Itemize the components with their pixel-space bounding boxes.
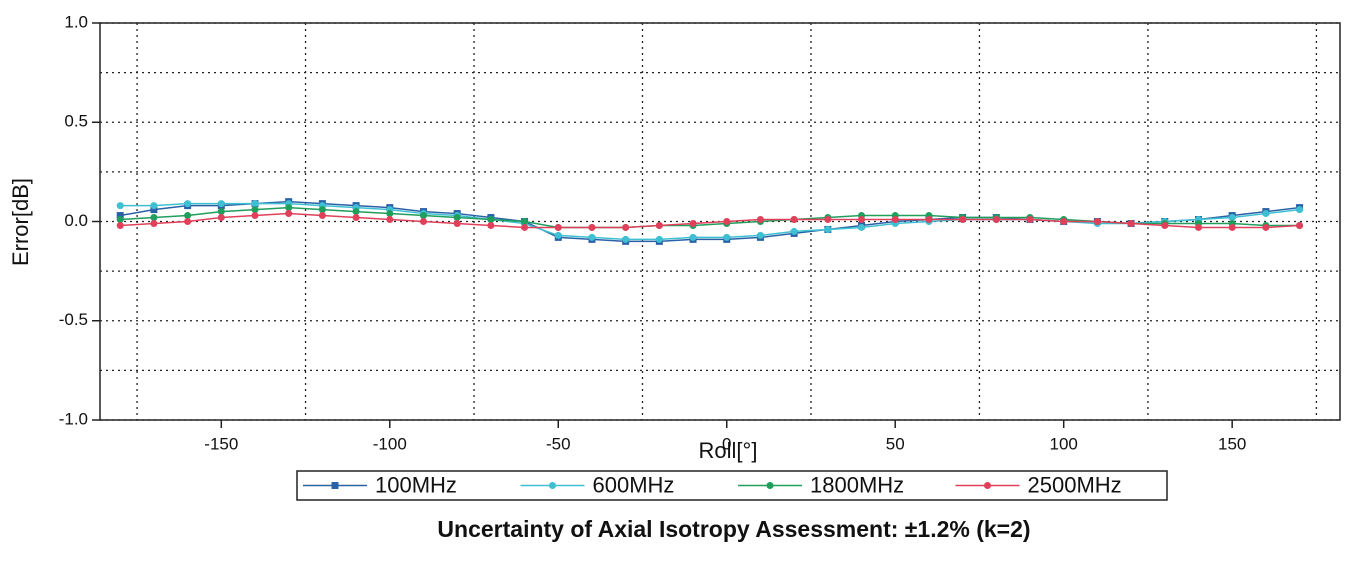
data-point [1093,218,1101,225]
data-point [1194,223,1202,231]
data-point [1127,219,1135,227]
plot-frame [99,22,1341,421]
data-point [251,212,259,220]
data-point [116,212,124,220]
y-tick-label: 0.5 [64,112,88,131]
data-point [790,216,798,224]
data-point [285,210,293,218]
data-point [655,221,663,229]
data-point [1161,221,1169,229]
data-point [487,221,495,229]
y-tick-label: 1.0 [64,12,88,31]
x-tick-label: 0 [722,434,731,453]
data-point [723,233,731,241]
data-point [554,223,562,231]
data-point [824,225,832,233]
y-tick-label: -0.5 [59,310,88,329]
data-point [285,204,293,212]
x-tick-label: -100 [373,434,407,453]
x-tick-label: 50 [886,434,905,453]
data-point [386,210,394,218]
caption: Uncertainty of Axial Isotropy Assessment… [437,516,1030,542]
series-line [120,206,1300,229]
x-tick-label: 100 [1050,434,1078,453]
legend-label: 100MHz [375,472,457,497]
data-point [352,214,360,222]
data-point [723,218,731,225]
series-line [120,202,1300,241]
y-axis-title: Error[dB] [8,178,33,266]
data-point [622,235,630,243]
data-point [689,219,697,227]
legend-label: 600MHz [593,472,675,497]
data-point [419,212,427,220]
data-point [858,216,866,224]
series-line [120,212,1300,229]
data-point [150,219,158,227]
data-point [150,206,158,214]
data-point [150,202,158,210]
legend-marker [331,482,339,489]
legend-marker [984,482,991,489]
x-tick-label: 150 [1218,434,1246,453]
data-point [992,216,1000,224]
data-point [1228,214,1236,222]
data-point [251,206,259,214]
data-point [217,200,225,208]
data-point [925,216,933,224]
data-point [386,216,394,224]
data-point [318,206,326,214]
data-point [184,218,192,225]
data-point [824,216,832,224]
data-point [352,208,360,216]
legend-box [296,470,1168,501]
x-axis-title: Roll[°] [699,438,758,463]
data-point [1262,210,1270,218]
data-point [251,200,259,208]
legend-label: 1800MHz [810,472,904,497]
data-point [655,235,663,243]
data-point [116,216,124,224]
y-tick-label: 0.0 [64,211,88,230]
x-tick-label: -150 [204,434,238,453]
data-point [487,216,495,224]
data-point [588,233,596,241]
data-point [184,212,192,220]
data-point [588,223,596,231]
data-point [1228,223,1236,231]
data-point [1262,223,1270,231]
data-point [217,208,225,216]
data-point [554,231,562,239]
data-point [184,200,192,208]
data-point [453,214,461,222]
data-point [1060,218,1068,225]
data-point [217,214,225,222]
data-point [959,216,967,224]
data-point [790,227,798,235]
data-point [419,218,427,225]
data-point [622,223,630,231]
legend-marker [766,482,774,489]
legend-label: 2500MHz [1028,472,1122,497]
legend-marker [549,482,556,489]
data-point [1296,221,1304,229]
data-point [1026,216,1034,224]
data-point [891,216,899,224]
data-point [858,223,866,231]
data-point [756,231,764,239]
data-point [756,216,764,224]
data-point [318,212,326,220]
data-point [689,233,697,241]
data-point [116,202,124,210]
data-point [1296,206,1304,214]
data-point [453,219,461,227]
x-tick-label: -50 [546,434,571,453]
data-point [116,221,124,229]
data-point [150,214,158,222]
data-point [521,218,529,225]
data-point [521,223,529,231]
y-tick-label: -1.0 [59,409,88,428]
